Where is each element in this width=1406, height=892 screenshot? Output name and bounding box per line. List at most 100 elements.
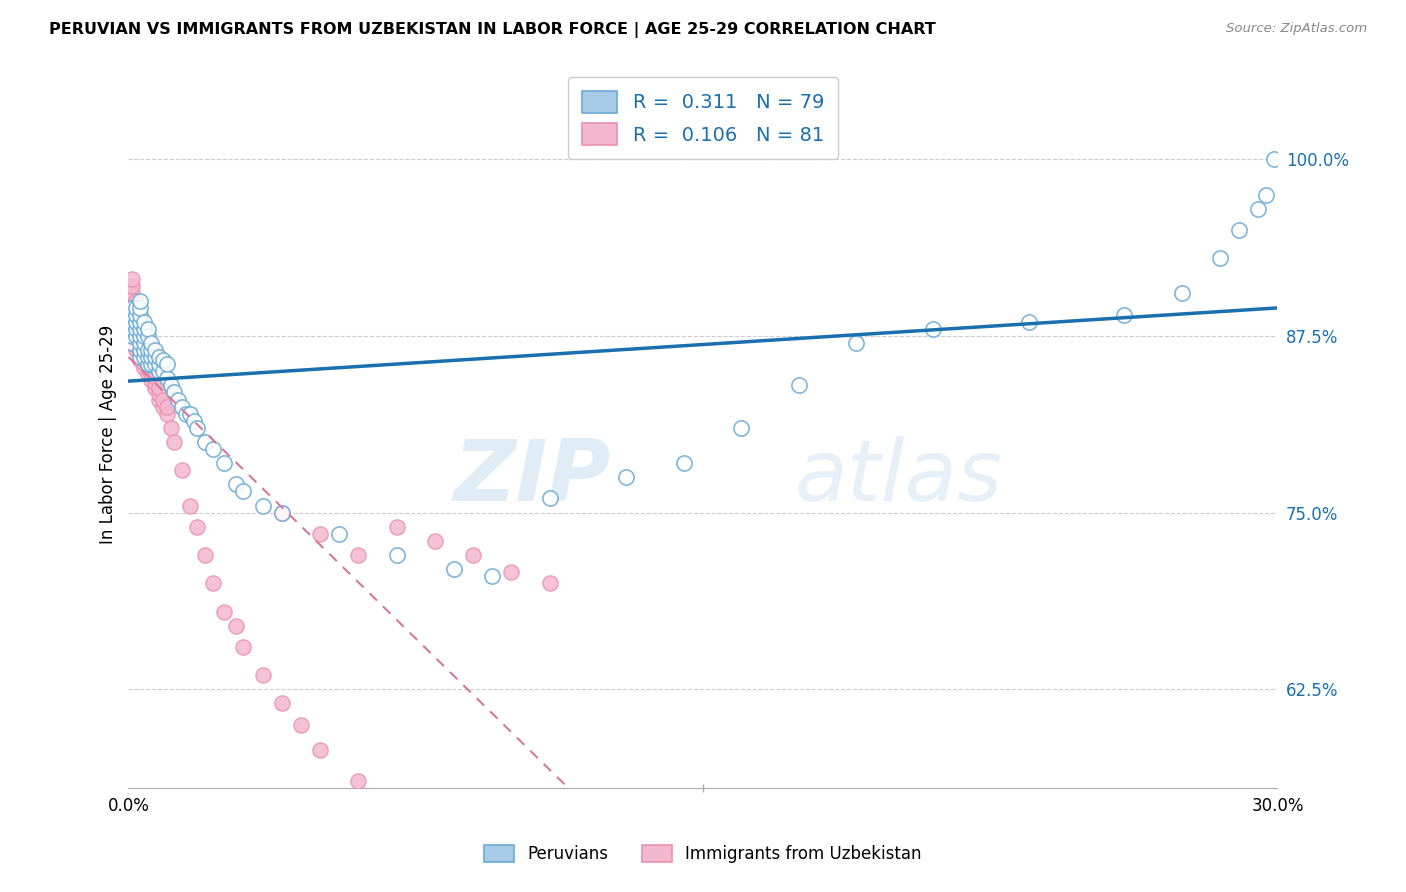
Point — [121, 335, 143, 350]
Point — [212, 456, 235, 470]
Point — [125, 315, 148, 329]
Point — [270, 506, 292, 520]
Text: PERUVIAN VS IMMIGRANTS FROM UZBEKISTAN IN LABOR FORCE | AGE 25-29 CORRELATION CH: PERUVIAN VS IMMIGRANTS FROM UZBEKISTAN I… — [49, 22, 936, 38]
Point — [730, 421, 752, 435]
Point — [125, 293, 148, 308]
Point — [125, 322, 148, 336]
Point — [347, 548, 370, 562]
Point — [129, 342, 152, 356]
Point — [148, 392, 170, 407]
Point — [156, 407, 179, 421]
Point — [136, 361, 159, 376]
Point — [121, 308, 143, 322]
Point — [1114, 308, 1136, 322]
Point — [152, 392, 174, 407]
Point — [129, 347, 152, 361]
Point — [156, 371, 179, 385]
Point — [143, 364, 166, 378]
Point — [129, 301, 152, 315]
Point — [143, 353, 166, 368]
Point — [232, 640, 254, 654]
Point — [129, 329, 152, 343]
Point — [201, 442, 224, 456]
Point — [481, 569, 503, 583]
Point — [132, 339, 155, 353]
Point — [125, 322, 148, 336]
Point — [129, 315, 152, 329]
Point — [152, 364, 174, 378]
Point — [328, 526, 350, 541]
Point — [232, 484, 254, 499]
Point — [125, 329, 148, 343]
Point — [152, 400, 174, 414]
Point — [385, 548, 408, 562]
Point — [121, 322, 143, 336]
Point — [132, 329, 155, 343]
Point — [143, 357, 166, 371]
Point — [845, 335, 868, 350]
Point — [616, 470, 638, 484]
Text: Source: ZipAtlas.com: Source: ZipAtlas.com — [1226, 22, 1367, 36]
Point — [1170, 286, 1192, 301]
Y-axis label: In Labor Force | Age 25-29: In Labor Force | Age 25-29 — [100, 326, 117, 544]
Point — [125, 343, 148, 357]
Point — [132, 333, 155, 347]
Point — [159, 378, 181, 392]
Point — [136, 329, 159, 343]
Point — [163, 434, 186, 449]
Point — [121, 329, 143, 343]
Text: atlas: atlas — [794, 436, 1002, 519]
Point — [141, 373, 163, 387]
Point — [148, 357, 170, 371]
Point — [538, 491, 561, 506]
Point — [129, 308, 152, 322]
Point — [129, 343, 152, 357]
Point — [121, 286, 143, 301]
Point — [225, 477, 247, 491]
Point — [143, 343, 166, 357]
Point — [121, 293, 143, 308]
Point — [1227, 223, 1250, 237]
Point — [1247, 202, 1270, 216]
Point — [443, 562, 465, 576]
Point — [156, 400, 179, 414]
Point — [270, 697, 292, 711]
Point — [463, 548, 485, 562]
Point — [136, 339, 159, 353]
Point — [132, 327, 155, 342]
Point — [129, 313, 152, 327]
Point — [167, 392, 190, 407]
Point — [125, 335, 148, 350]
Point — [125, 329, 148, 343]
Legend: Peruvians, Immigrants from Uzbekistan: Peruvians, Immigrants from Uzbekistan — [474, 835, 932, 873]
Point — [201, 576, 224, 591]
Point — [141, 357, 163, 371]
Point — [132, 322, 155, 336]
Point — [121, 329, 143, 343]
Point — [152, 353, 174, 368]
Point — [132, 350, 155, 364]
Point — [129, 335, 152, 350]
Point — [148, 364, 170, 378]
Point — [121, 322, 143, 336]
Point — [121, 279, 143, 293]
Point — [132, 350, 155, 364]
Point — [309, 526, 332, 541]
Point — [423, 533, 446, 548]
Point — [136, 350, 159, 364]
Point — [921, 322, 943, 336]
Point — [501, 565, 523, 579]
Point — [309, 743, 332, 757]
Point — [787, 378, 810, 392]
Point — [143, 381, 166, 395]
Point — [141, 343, 163, 357]
Point — [136, 350, 159, 364]
Point — [143, 350, 166, 364]
Point — [121, 301, 143, 315]
Point — [141, 350, 163, 364]
Point — [186, 519, 208, 533]
Point — [385, 519, 408, 533]
Point — [121, 315, 143, 329]
Point — [1018, 315, 1040, 329]
Point — [252, 499, 274, 513]
